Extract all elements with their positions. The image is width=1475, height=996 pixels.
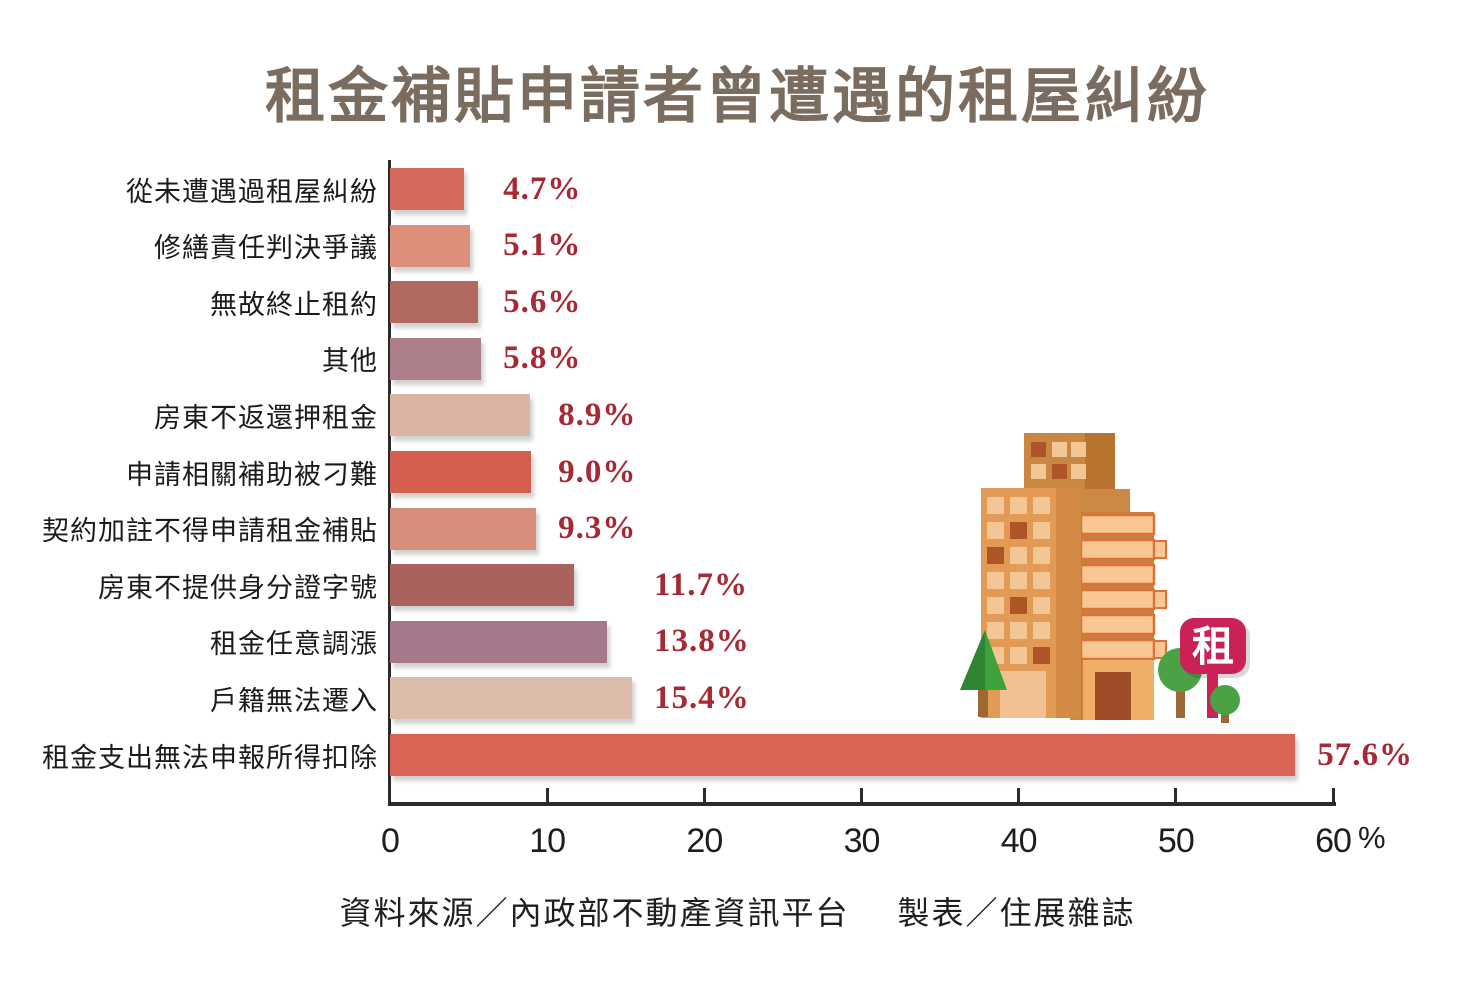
- category-label: 契約加註不得申請租金補貼: [42, 516, 378, 547]
- penthouse-windows: [1031, 442, 1086, 479]
- category-label: 其他: [322, 346, 378, 377]
- bar: [390, 620, 607, 663]
- value-label: 8.9%: [558, 396, 637, 433]
- bar: [390, 224, 471, 267]
- balcony-building: [1079, 512, 1167, 720]
- category-label: 無故終止租約: [210, 289, 378, 320]
- door: [1095, 672, 1131, 720]
- bar: [390, 394, 530, 437]
- credit-text: 製表／住展雜誌: [897, 895, 1136, 931]
- bar: [390, 451, 532, 493]
- value-label: 5.1%: [503, 227, 582, 264]
- category-label: 房東不返還押租金: [154, 402, 378, 433]
- category-label: 修繕責任判決爭議: [154, 233, 378, 264]
- penthouse-front: [1024, 433, 1085, 489]
- source-text: 資料來源／內政部不動產資訊平台: [339, 895, 850, 931]
- round-tree-small: [1210, 685, 1240, 723]
- x-axis-tick: [1174, 788, 1178, 802]
- value-label: 9.3%: [558, 510, 637, 547]
- bar: [390, 337, 482, 380]
- value-label: 9.0%: [558, 453, 637, 490]
- value-label: 5.8%: [503, 340, 582, 377]
- bar: [390, 168, 464, 210]
- y-axis-line: [388, 160, 391, 806]
- bar: [390, 281, 478, 324]
- x-axis-tick: [1017, 788, 1021, 802]
- x-axis-tick-label: 0: [381, 822, 400, 860]
- x-axis-tick-label: 60: [1315, 822, 1352, 860]
- category-label: 申請相關補助被刁難: [126, 459, 378, 490]
- category-label: 租金任意調漲: [210, 629, 378, 660]
- chart-title: 租金補貼申請者曾遭遇的租屋糾紛: [265, 64, 1210, 130]
- x-axis-tick-label: 20: [686, 822, 723, 860]
- front-tower-windows: [987, 497, 1050, 664]
- bar: [390, 734, 1296, 776]
- rent-sign-text: 租: [1192, 623, 1234, 670]
- category-label: 租金支出無法申報所得扣除: [42, 742, 378, 773]
- bar: [390, 507, 537, 550]
- x-axis-tick: [1331, 788, 1335, 802]
- value-label: 11.7%: [654, 566, 748, 603]
- x-axis-tick: [545, 788, 549, 802]
- x-axis-tick-label: 30: [843, 822, 881, 860]
- x-axis-unit-label: %: [1358, 820, 1386, 855]
- value-label: 13.8%: [654, 623, 750, 660]
- building-illustration: 租: [960, 433, 1250, 723]
- category-label: 戶籍無法遷入: [210, 685, 378, 716]
- value-label: 15.4%: [654, 679, 750, 716]
- value-label: 57.6%: [1317, 736, 1414, 773]
- pine-tree: [960, 630, 1007, 717]
- value-label: 5.6%: [503, 283, 582, 320]
- x-axis-tick: [860, 788, 863, 802]
- x-axis-tick: [702, 788, 706, 802]
- category-label: 從未遭遇過租屋糾紛: [126, 176, 378, 207]
- source-note: 資料來源／內政部不動產資訊平台 製表／住展雜誌: [0, 888, 1475, 934]
- x-axis-tick-label: 50: [1157, 822, 1195, 860]
- bar: [390, 564, 574, 607]
- x-axis-tick-label: 10: [529, 822, 566, 860]
- x-axis-line: [388, 802, 1336, 806]
- bar: [390, 677, 633, 720]
- x-axis-tick-label: 40: [1000, 822, 1038, 860]
- category-label: 房東不提供身分證字號: [98, 572, 378, 603]
- value-label: 4.7%: [503, 170, 582, 207]
